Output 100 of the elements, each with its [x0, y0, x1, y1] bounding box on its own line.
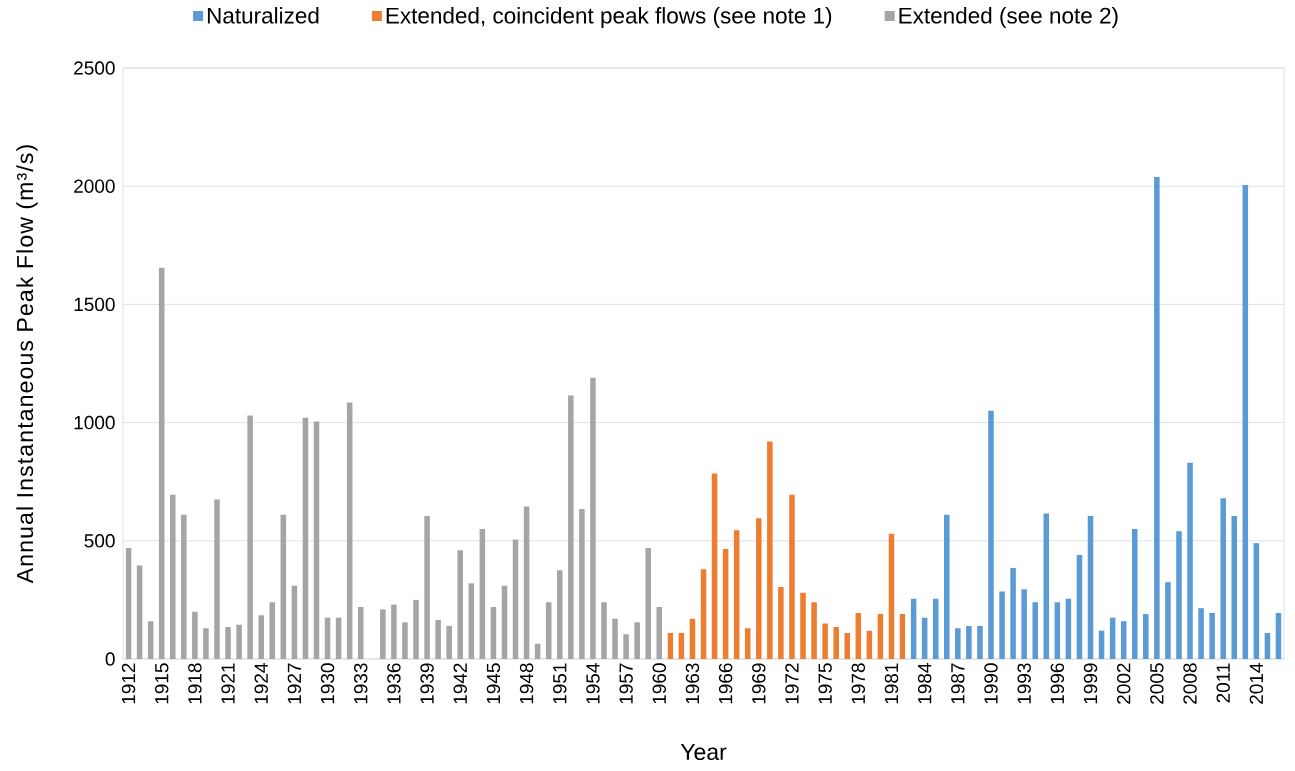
bar [1032, 602, 1038, 659]
legend-label: Extended, coincident peak flows (see note 1) [386, 7, 832, 29]
x-tick-label: 1975 [818, 663, 832, 704]
bar [822, 623, 828, 659]
bar [181, 514, 187, 659]
bar [899, 614, 906, 659]
bar [767, 441, 773, 659]
bar [1231, 515, 1238, 659]
bar [756, 518, 762, 659]
bar [1176, 531, 1182, 659]
bar [678, 632, 685, 659]
bar [1187, 462, 1193, 659]
bar [1165, 582, 1171, 659]
x-tick-label: 1993 [1017, 663, 1031, 704]
bar [1198, 608, 1204, 659]
bar [1076, 554, 1083, 659]
bar [1209, 612, 1215, 659]
bar [744, 628, 751, 659]
bar [800, 592, 806, 659]
x-tick-label: 1939 [420, 663, 434, 704]
bar [346, 402, 353, 659]
legend-label: Naturalized [207, 7, 319, 24]
bar [1065, 598, 1072, 659]
bar [932, 598, 939, 659]
y-tick-label: 1000 [74, 415, 115, 430]
bar [357, 606, 364, 659]
bar [778, 586, 784, 659]
x-tick-label: 2008 [1183, 663, 1197, 704]
bar [501, 585, 508, 659]
bar [656, 606, 663, 659]
x-tick-label: 1966 [718, 663, 733, 704]
bar [545, 602, 552, 659]
bar [601, 602, 607, 659]
bar [1043, 513, 1050, 659]
x-tick-label: 2014 [1249, 663, 1264, 704]
bar [999, 591, 1005, 659]
x-tick-label: 1984 [917, 663, 932, 704]
bar [1253, 543, 1260, 659]
bar [158, 267, 165, 659]
y-axis-title: Annual Instantaneous Peak Flow (m³/s) [16, 145, 38, 584]
x-tick-label: 1921 [221, 663, 235, 704]
x-tick-label: 1999 [1083, 663, 1098, 704]
x-tick-label: 1948 [519, 663, 534, 704]
bar [335, 617, 342, 659]
x-tick-label: 1996 [1050, 663, 1065, 704]
bar [435, 619, 441, 659]
y-tick-label: 0 [105, 652, 115, 666]
bar [1264, 632, 1271, 659]
bar [1109, 617, 1116, 659]
bar [634, 622, 640, 659]
bar [424, 515, 430, 659]
bar [1143, 614, 1149, 659]
bar [579, 508, 585, 659]
bar [280, 514, 287, 659]
bar [523, 506, 530, 659]
x-tick-label: 1927 [287, 663, 302, 704]
bar [590, 377, 596, 659]
bar [313, 421, 320, 659]
bar [380, 609, 386, 659]
bar [711, 473, 718, 659]
bar [136, 565, 143, 659]
bar [1021, 589, 1027, 659]
bar [247, 415, 253, 659]
bar [888, 533, 895, 659]
bar [147, 621, 154, 659]
bar [568, 395, 574, 659]
x-tick-label: 1978 [851, 663, 866, 704]
bar [921, 617, 928, 659]
bar [391, 604, 397, 659]
x-tick-label: 1912 [121, 663, 136, 704]
bar [468, 583, 475, 659]
bar [910, 598, 917, 659]
x-tick-label: 1930 [320, 663, 335, 704]
bar [324, 617, 331, 659]
bar [302, 417, 309, 659]
bar [192, 611, 198, 659]
bar [733, 530, 740, 659]
x-tick-label: 1990 [984, 663, 998, 704]
bar [977, 625, 983, 659]
x-tick-label: 1957 [619, 663, 633, 704]
bar [1275, 612, 1282, 659]
x-tick-label: 1972 [785, 663, 799, 704]
bar [490, 606, 497, 659]
x-tick-label: 1918 [188, 663, 202, 704]
y-tick-label: 2000 [74, 179, 115, 193]
bar [988, 410, 994, 659]
x-tick-label: 1960 [652, 663, 667, 704]
y-tick-label: 1500 [74, 297, 115, 312]
x-tick-label: 1963 [685, 663, 700, 704]
x-tick-label: 2002 [1116, 663, 1131, 704]
x-tick-label: 2011 [1216, 663, 1230, 703]
x-tick-label: 1969 [752, 663, 766, 704]
bar [1087, 515, 1094, 659]
bar [855, 612, 862, 659]
bar [833, 627, 839, 659]
bar [512, 539, 519, 659]
bar [811, 602, 817, 659]
bar [269, 602, 276, 659]
bar [689, 618, 696, 659]
y-tick-label: 500 [84, 534, 115, 548]
